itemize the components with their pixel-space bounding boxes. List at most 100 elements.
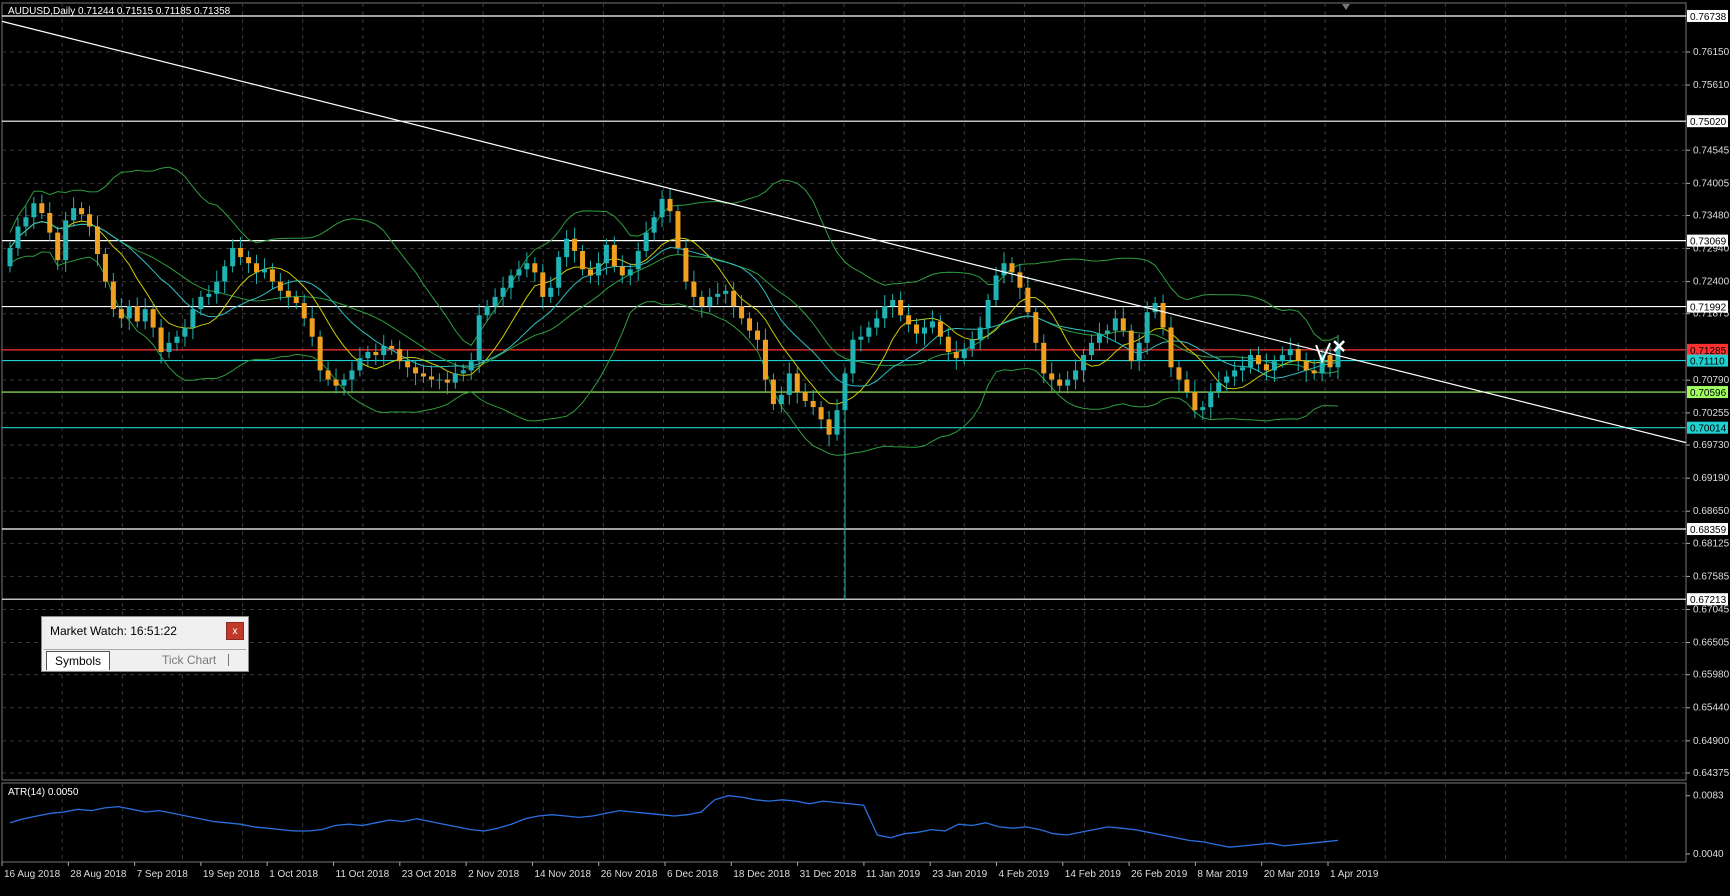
candle-body — [1287, 348, 1293, 356]
bollinger-lower — [9, 251, 1339, 456]
candle-body — [1216, 382, 1222, 392]
atr-subwindow — [9, 795, 1339, 848]
candle-body — [762, 339, 768, 380]
x-tick-label: 4 Feb 2019 — [999, 869, 1050, 880]
x-tick-label: 7 Sep 2018 — [137, 869, 189, 880]
trendline[interactable] — [1, 20, 1687, 444]
y-tick-label: 0.71875 — [1693, 309, 1730, 320]
candle-body — [1096, 333, 1102, 343]
candle-body — [214, 281, 220, 294]
candle-body — [1279, 355, 1285, 362]
candle-body — [428, 376, 434, 380]
level-price-label: 0.75020 — [1690, 117, 1727, 128]
candle-body — [1271, 361, 1277, 371]
candle-body — [969, 339, 975, 349]
level-price-label: 0.76738 — [1690, 12, 1727, 23]
candle-body — [341, 379, 347, 386]
price-axis: 0.76150 0.75610 0.74545 0.74005 0.73480 0.729… — [1686, 9, 1730, 860]
candle-body — [15, 226, 21, 248]
candle-body — [619, 266, 625, 276]
level-price-box — [1687, 234, 1728, 247]
candle-body — [158, 327, 164, 353]
tab-tick-chart[interactable]: Tick Chart — [162, 653, 217, 667]
candle-body — [118, 309, 124, 319]
candle-body — [1033, 312, 1039, 343]
x-tick-label: 16 Aug 2018 — [4, 869, 61, 880]
horizontal-levels — [2, 15, 1686, 600]
candle-body — [691, 281, 697, 297]
candle-body — [1009, 263, 1015, 273]
y-tick-label: 0.74005 — [1693, 178, 1730, 189]
candle-body — [588, 269, 594, 276]
candle-body — [1136, 342, 1142, 362]
candle-body — [977, 327, 983, 340]
candle-body — [603, 244, 609, 264]
candle-body — [1200, 407, 1206, 411]
candle-body — [1025, 287, 1031, 313]
candle-body — [643, 232, 649, 251]
close-icon[interactable]: x — [226, 622, 244, 640]
candle-body — [222, 266, 228, 282]
candle-body — [611, 244, 617, 267]
candle-body — [389, 345, 395, 349]
candle-body — [198, 296, 204, 310]
candle-body — [444, 379, 450, 383]
candle-body — [810, 400, 816, 408]
candle-body — [277, 281, 283, 291]
candle-body — [468, 361, 474, 371]
candlesticks — [7, 187, 1341, 600]
candle-body — [715, 293, 721, 297]
candle-body — [63, 220, 69, 261]
level-price-box — [1687, 343, 1728, 356]
level-price-box — [1687, 354, 1728, 367]
x-tick-label: 11 Jan 2019 — [866, 869, 921, 880]
candle-body — [79, 208, 85, 215]
y-tick-label: 0.69190 — [1693, 473, 1730, 484]
level-price-label: 0.70014 — [1690, 424, 1727, 435]
candle-body — [142, 309, 148, 322]
candle-body — [246, 257, 252, 264]
atr-header: ATR(14) 0.0050 — [8, 787, 79, 798]
candle-body — [1311, 370, 1317, 374]
bollinger-middle — [9, 221, 1339, 374]
y-tick-label: 0.73480 — [1693, 210, 1730, 221]
candle-body — [906, 315, 912, 325]
candle-body — [102, 254, 108, 282]
candle-body — [508, 275, 514, 288]
bollinger-bands — [9, 166, 1339, 456]
market-watch-title: Market Watch: 16:51:22 — [50, 624, 177, 638]
x-tick-label: 23 Jan 2019 — [932, 869, 987, 880]
y-tick-label: 0.67045 — [1693, 604, 1730, 615]
y-tick-label: 0.70790 — [1693, 375, 1730, 386]
candle-body — [7, 247, 13, 267]
candle-body — [1120, 318, 1126, 331]
x-tick-label: 23 Oct 2018 — [402, 869, 457, 880]
level-price-box — [1687, 593, 1728, 606]
check-arrow-icon — [1315, 342, 1332, 364]
y-tick-label: 0.66505 — [1693, 638, 1730, 649]
tab-symbols[interactable]: Symbols — [46, 651, 111, 670]
ma-slow-line — [9, 221, 1339, 387]
candle-body — [381, 345, 387, 356]
candle-body — [1088, 342, 1094, 356]
candle-body — [1208, 391, 1214, 408]
candle-body — [126, 306, 132, 319]
bollinger-upper — [9, 166, 1339, 347]
candle-body — [94, 226, 100, 255]
candle-body — [770, 379, 776, 405]
market-watch-tabs: Symbols Tick Chart — [44, 649, 246, 670]
candle-body — [874, 318, 880, 328]
candle-body — [309, 318, 315, 337]
moving-averages — [9, 220, 1339, 405]
x-tick-label: 6 Dec 2018 — [667, 869, 719, 880]
candle-body — [436, 379, 442, 381]
cross-arrow-icon — [1333, 340, 1345, 352]
candle-body — [1327, 355, 1333, 368]
y-tick-label: 0.72940 — [1693, 244, 1730, 255]
atr-tick-label: 0.0083 — [1693, 791, 1724, 802]
candle-body — [937, 321, 943, 337]
market-watch-panel[interactable]: Market Watch: 16:51:22 x Symbols Tick Ch… — [41, 616, 249, 672]
y-tick-label: 0.74545 — [1693, 145, 1730, 156]
x-tick-label: 28 Aug 2018 — [70, 869, 127, 880]
